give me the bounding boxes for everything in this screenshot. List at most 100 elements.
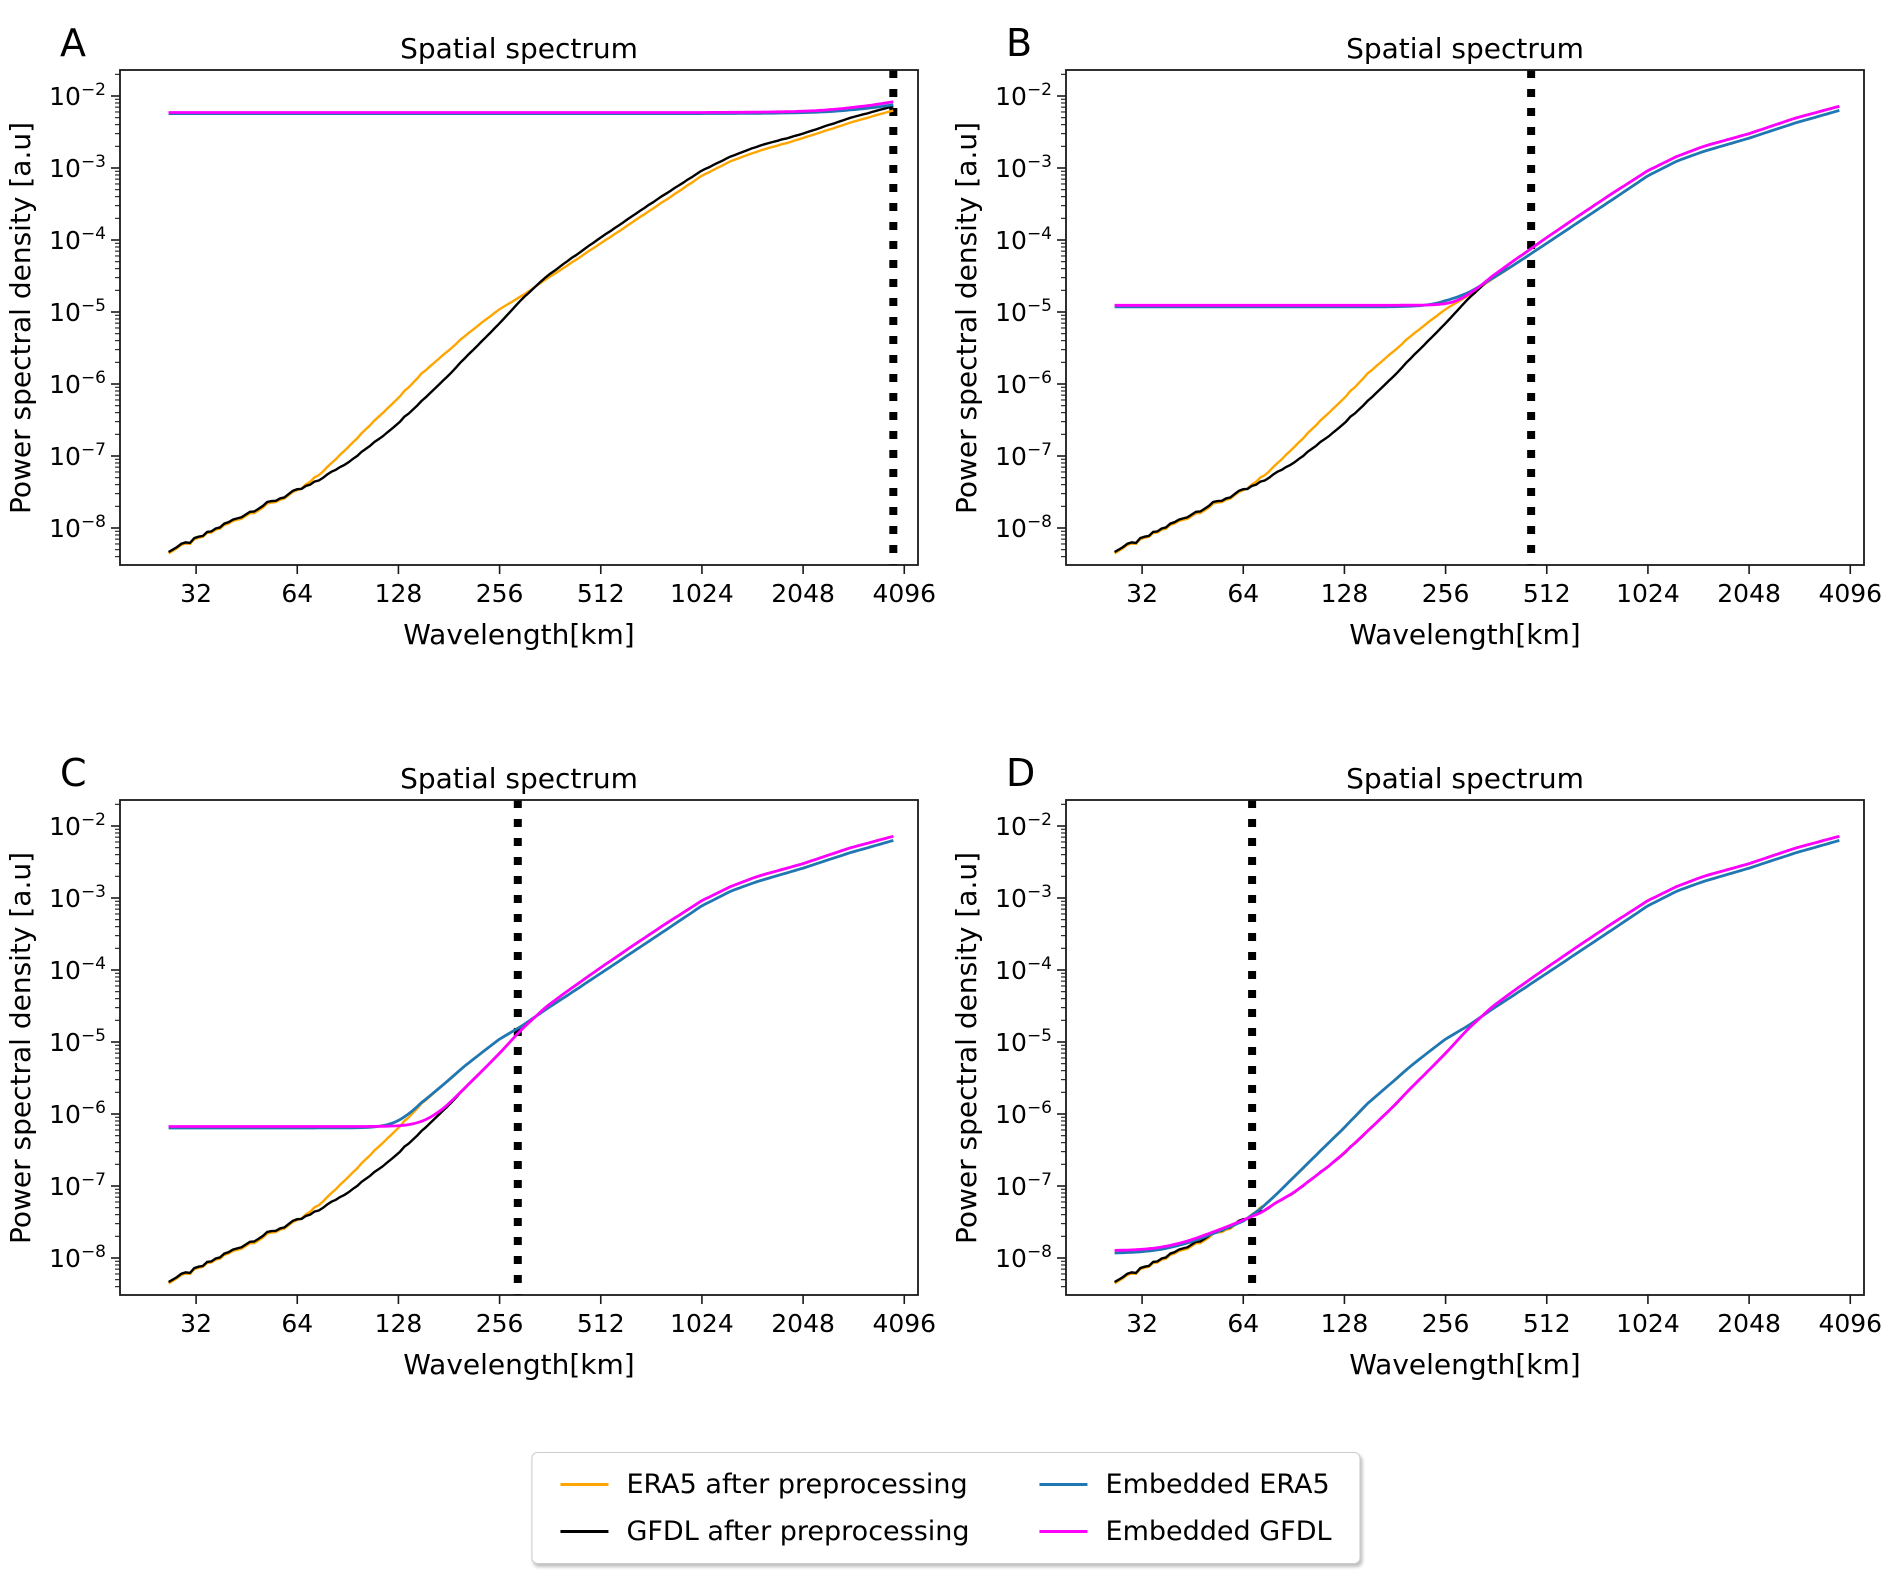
legend-item-embedded-era5: Embedded ERA5 (1039, 1469, 1332, 1500)
axis-ticks: 32 64 128 256 512 1024 2048 4096 10−2 10−3 10−4 10−… (995, 73, 1882, 608)
x-tick-label: 512 (577, 579, 625, 608)
y-tick-label: 10−8 (995, 512, 1052, 543)
y-tick-label: 10−2 (49, 810, 106, 841)
panel-b-chart: 32 64 128 256 512 1024 2048 4096 10−2 10−3 10−4 10−… (950, 21, 1882, 651)
plot-border (1065, 69, 1865, 566)
y-tick-label: 10−7 (49, 1170, 106, 1201)
chart-title: Spatial spectrum (400, 762, 638, 795)
x-tick-label: 256 (476, 1309, 524, 1338)
plot-border (1065, 799, 1865, 1296)
chart-title: Spatial spectrum (1346, 32, 1584, 65)
y-tick-label: 10−4 (49, 954, 106, 985)
era5-after-preprocessing-curve (1113, 109, 1840, 555)
x-tick-label: 32 (1126, 1309, 1158, 1338)
plot-border (119, 69, 919, 566)
x-tick-label: 64 (281, 1309, 313, 1338)
y-tick-label: 10−3 (995, 882, 1052, 913)
chart-title: Spatial spectrum (1346, 762, 1584, 795)
x-tick-label: 256 (476, 579, 524, 608)
x-tick-label: 4096 (872, 579, 936, 608)
x-tick-label: 1024 (670, 1309, 734, 1338)
panel-letter: A (60, 21, 86, 65)
y-tick-label: 10−8 (995, 1242, 1052, 1273)
y-tick-label: 10−2 (995, 80, 1052, 111)
y-axis-label: Power spectral density [a.u] (950, 852, 983, 1244)
x-tick-label: 128 (375, 1309, 423, 1338)
legend-line-embedded-gfdl-icon (1039, 1530, 1088, 1533)
plot-border (119, 799, 919, 1296)
y-tick-label: 10−8 (49, 512, 106, 543)
x-tick-label: 4096 (872, 1309, 936, 1338)
axis-ticks: 32 64 128 256 512 1024 2048 4096 10−2 10−3 10−4 10−… (49, 73, 936, 608)
legend-label: GFDL after preprocessing (626, 1516, 970, 1547)
panel-letter: B (1006, 21, 1032, 65)
y-tick-label: 10−6 (995, 368, 1052, 399)
axis-ticks: 32 64 128 256 512 1024 2048 4096 10−2 10−3 10−4 10−… (49, 803, 936, 1338)
embedded-gfdl-curve (168, 100, 894, 114)
y-tick-label: 10−2 (49, 80, 106, 111)
chart-title: Spatial spectrum (400, 32, 638, 65)
legend-item-embedded-gfdl: Embedded GFDL (1039, 1516, 1332, 1547)
y-tick-label: 10−3 (49, 882, 106, 913)
y-tick-label: 10−7 (995, 440, 1052, 471)
legend-line-era5-pre-icon (560, 1483, 609, 1486)
y-tick-label: 10−6 (49, 1098, 106, 1129)
x-tick-label: 512 (577, 1309, 625, 1338)
x-tick-label: 128 (1321, 579, 1369, 608)
x-tick-label: 4096 (1818, 579, 1882, 608)
y-tick-label: 10−7 (995, 1170, 1052, 1201)
y-tick-label: 10−6 (49, 368, 106, 399)
panel-a: 32 64 128 256 512 1024 2048 4096 10−2 10−3 10−4 10−… (0, 0, 946, 730)
x-tick-label: 2048 (771, 1309, 835, 1338)
gfdl-after-preprocessing-curve (1114, 105, 1840, 554)
y-tick-label: 10−5 (49, 1026, 106, 1057)
legend: ERA5 after preprocessing GFDL after prep… (531, 1452, 1361, 1564)
legend-item-gfdl-pre: GFDL after preprocessing (560, 1516, 970, 1547)
embedded-era5-curve (168, 839, 894, 1130)
y-tick-label: 10−6 (995, 1098, 1052, 1129)
y-tick-label: 10−5 (995, 296, 1052, 327)
x-tick-label: 512 (1523, 1309, 1571, 1338)
x-tick-label: 256 (1422, 579, 1470, 608)
x-tick-label: 2048 (771, 579, 835, 608)
era5-after-preprocessing-curve (167, 109, 894, 555)
panel-c: 32 64 128 256 512 1024 2048 4096 10−2 10−3 10−4 10−… (0, 730, 946, 1460)
panel-a-chart: 32 64 128 256 512 1024 2048 4096 10−2 10−3 10−4 10−… (4, 21, 936, 651)
legend-label: Embedded GFDL (1105, 1516, 1332, 1547)
y-tick-label: 10−4 (49, 224, 106, 255)
panel-grid: 32 64 128 256 512 1024 2048 4096 10−2 10−3 10−4 10−… (0, 0, 1892, 1460)
panel-letter: C (60, 751, 87, 795)
panel-letter: D (1006, 751, 1035, 795)
panel-d-chart: 32 64 128 256 512 1024 2048 4096 10−2 10−3 10−4 10−… (950, 751, 1882, 1381)
era5-after-preprocessing-curve (1113, 839, 1840, 1285)
x-tick-label: 64 (1227, 579, 1259, 608)
y-tick-label: 10−3 (49, 152, 106, 183)
x-tick-label: 2048 (1717, 579, 1781, 608)
gfdl-after-preprocessing-curve (168, 835, 894, 1284)
x-tick-label: 128 (375, 579, 423, 608)
x-axis-label: Wavelength[km] (1349, 1348, 1580, 1381)
panel-b: 32 64 128 256 512 1024 2048 4096 10−2 10−3 10−4 10−… (946, 0, 1892, 730)
x-tick-label: 32 (180, 1309, 212, 1338)
embedded-era5-curve (1114, 839, 1840, 1255)
y-axis-label: Power spectral density [a.u] (4, 122, 37, 514)
legend-label: Embedded ERA5 (1105, 1469, 1330, 1500)
embedded-gfdl-curve (1114, 834, 1840, 1252)
x-tick-label: 512 (1523, 579, 1571, 608)
x-tick-label: 32 (1126, 579, 1158, 608)
y-tick-label: 10−7 (49, 440, 106, 471)
x-tick-label: 64 (281, 579, 313, 608)
x-tick-label: 64 (1227, 1309, 1259, 1338)
curves (1113, 104, 1840, 555)
y-tick-label: 10−3 (995, 152, 1052, 183)
y-axis-label: Power spectral density [a.u] (4, 852, 37, 1244)
y-tick-label: 10−4 (995, 954, 1052, 985)
x-tick-label: 32 (180, 579, 212, 608)
y-tick-label: 10−5 (995, 1026, 1052, 1057)
x-tick-label: 1024 (1616, 579, 1680, 608)
x-tick-label: 128 (1321, 1309, 1369, 1338)
curves (167, 100, 894, 555)
y-tick-label: 10−2 (995, 810, 1052, 841)
y-tick-label: 10−4 (995, 224, 1052, 255)
